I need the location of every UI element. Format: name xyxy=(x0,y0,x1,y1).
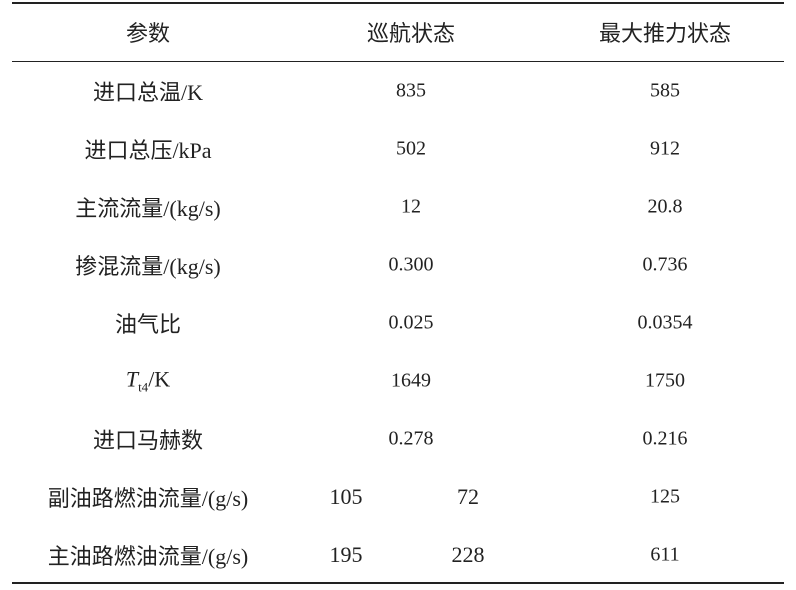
cruise-value: 72 xyxy=(457,484,479,509)
label-part: /K xyxy=(148,366,171,392)
row-label: 副油路燃油流量/(g/s) xyxy=(47,486,249,511)
header-cell: 巡航状态 xyxy=(366,21,456,46)
label-part: T xyxy=(125,366,139,392)
max-thrust-value: 125 xyxy=(650,485,680,508)
cruise-value: 0.025 xyxy=(388,311,434,334)
row-label: Tt4/K xyxy=(126,367,170,396)
cruise-value: 12 xyxy=(401,195,421,218)
cruise-value: 0.300 xyxy=(388,253,434,276)
max-thrust-value: 585 xyxy=(650,79,680,102)
max-thrust-value: 0.216 xyxy=(642,427,688,450)
cruise-value: 195 xyxy=(329,542,363,567)
max-thrust-value: 611 xyxy=(650,543,680,566)
cruise-value: 0.278 xyxy=(388,427,434,450)
row-label: 主油路燃油流量/(g/s) xyxy=(47,544,249,569)
row-label: 进口总温/K xyxy=(92,80,204,105)
header-cell: 最大推力状态 xyxy=(598,21,732,46)
max-thrust-value: 0.0354 xyxy=(637,311,693,334)
max-thrust-value: 912 xyxy=(650,137,680,160)
row-label: 油气比 xyxy=(114,312,182,337)
max-thrust-value: 1750 xyxy=(645,369,685,392)
row-label: 进口总压/kPa xyxy=(84,138,212,163)
header-rule xyxy=(12,61,784,62)
header-cell: 参数 xyxy=(125,21,171,46)
cruise-value: 228 xyxy=(451,542,485,567)
max-thrust-value: 20.8 xyxy=(647,195,683,218)
max-thrust-value: 0.736 xyxy=(642,253,688,276)
cruise-value: 835 xyxy=(396,79,426,102)
row-label: 主流流量/(kg/s) xyxy=(75,196,221,221)
cruise-value: 502 xyxy=(396,137,426,160)
cruise-value: 105 xyxy=(329,484,363,509)
bottom-rule xyxy=(12,582,784,584)
row-label: 掺混流量/(kg/s) xyxy=(75,254,221,279)
cruise-value: 1649 xyxy=(391,369,431,392)
row-label: 进口马赫数 xyxy=(92,428,204,453)
label-part: t4 xyxy=(138,379,149,395)
top-rule xyxy=(12,2,784,4)
